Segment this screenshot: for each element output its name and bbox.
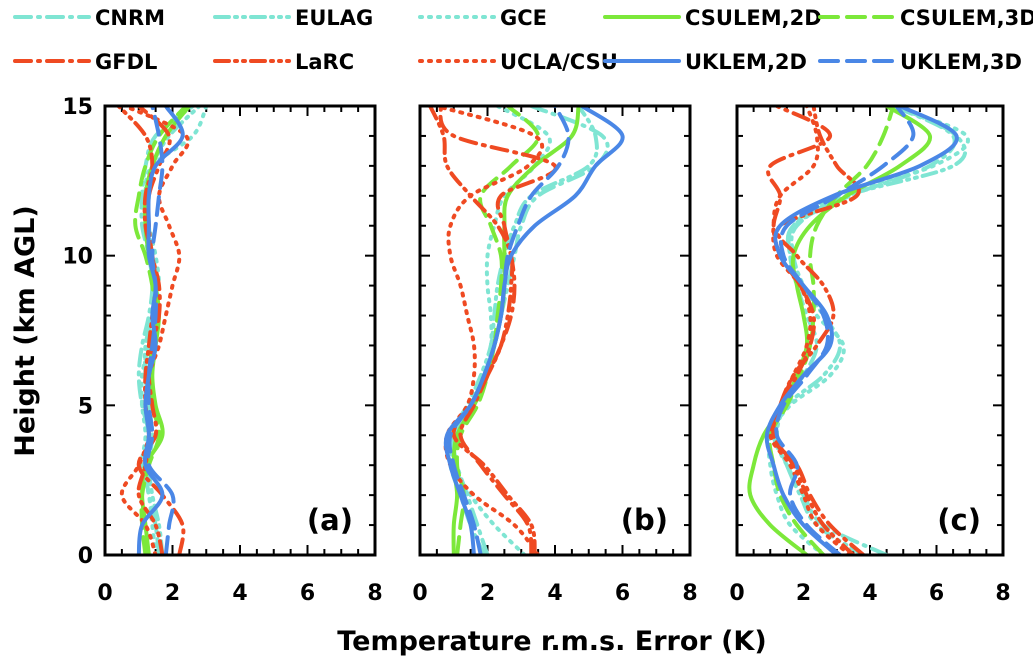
x-tick-label: 0 — [729, 581, 744, 606]
panel-frame — [103, 104, 377, 557]
x-tick-label: 4 — [232, 581, 247, 606]
legend-label-uklem-2d: UKLEM,2D — [685, 50, 807, 74]
series-line-gfdl — [766, 106, 866, 555]
legend-entry-uklem-2d: UKLEM,2D — [603, 50, 807, 74]
series-line-gce — [766, 106, 970, 555]
legend-label-ucla-csu: UCLA/CSU — [500, 50, 618, 74]
legend-label-larc: LaRC — [295, 50, 354, 74]
legend-entry-gfdl: GFDL — [13, 50, 157, 74]
legend: CNRM EULAG GCE CSULEM,2D CSULEM,3D GFDL LaRC UC… — [13, 6, 1033, 74]
series-line-larc — [771, 106, 861, 555]
series-line-uklem-3d — [774, 106, 916, 555]
series-line-uklem-2d — [443, 106, 625, 555]
series-line-larc — [428, 106, 537, 555]
y-tick-label: 10 — [62, 245, 93, 270]
x-tick-label: 8 — [995, 581, 1010, 606]
legend-entry-cnrm: CNRM — [13, 6, 165, 30]
legend-label-uklem-3d: UKLEM,3D — [900, 50, 1022, 74]
panel-label: (a) — [307, 503, 353, 537]
series-line-ucla-csu — [434, 106, 545, 555]
x-tick-label: 4 — [862, 581, 877, 606]
legend-entry-larc: LaRC — [213, 50, 354, 74]
x-tick-label: 2 — [480, 581, 495, 606]
x-tick-label: 6 — [300, 581, 315, 606]
legend-label-csulem-3d: CSULEM,3D — [900, 6, 1033, 30]
y-tick-label: 0 — [78, 544, 93, 569]
series-line-ucla-csu — [119, 106, 190, 555]
x-tick-label: 0 — [412, 581, 427, 606]
legend-label-eulag: EULAG — [295, 6, 373, 30]
y-tick-label: 5 — [78, 394, 93, 419]
legend-entry-csulem-3d: CSULEM,3D — [818, 6, 1033, 30]
series-line-uklem-3d — [145, 106, 176, 555]
y-axis-label: Height (km AGL) — [10, 205, 41, 456]
panel-c: 0 2 4 6 8 (c) — [729, 104, 1011, 606]
x-tick-label: 0 — [97, 581, 112, 606]
x-tick-label: 8 — [367, 581, 382, 606]
legend-entry-csulem-2d: CSULEM,2D — [603, 6, 822, 30]
x-tick-label: 6 — [929, 581, 944, 606]
y-tick-label: 15 — [62, 95, 93, 120]
legend-entry-gce: GCE — [418, 6, 547, 30]
x-tick-label: 4 — [547, 581, 562, 606]
x-tick-label: 8 — [682, 581, 697, 606]
series-line-cnrm — [771, 106, 957, 555]
legend-entry-ucla-csu: UCLA/CSU — [418, 50, 618, 74]
panel-b: 0 2 4 6 8 (b) — [412, 104, 698, 606]
panels: 0 2 4 6 8 0 5 10 15 (a) 0 2 4 6 8 (b) 0 2 4 6 8 (c) — [62, 95, 1010, 606]
x-tick-label: 2 — [796, 581, 811, 606]
legend-entry-uklem-3d: UKLEM,3D — [818, 50, 1022, 74]
legend-label-gce: GCE — [500, 6, 547, 30]
panel-label: (b) — [621, 503, 668, 537]
x-axis-label: Temperature r.m.s. Error (K) — [337, 626, 766, 657]
legend-entry-eulag: EULAG — [213, 6, 373, 30]
panel-frame — [418, 104, 692, 557]
x-tick-label: 6 — [615, 581, 630, 606]
x-tick-label: 2 — [165, 581, 180, 606]
panel-a: 0 2 4 6 8 0 5 10 15 (a) — [62, 95, 382, 606]
series-line-ucla-csu — [768, 106, 852, 555]
legend-label-csulem-2d: CSULEM,2D — [685, 6, 822, 30]
legend-label-cnrm: CNRM — [95, 6, 165, 30]
series-line-uklem-2d — [764, 106, 959, 555]
panel-frame — [735, 104, 1005, 557]
series-line-cnrm — [451, 106, 610, 555]
legend-label-gfdl: GFDL — [95, 50, 157, 74]
panel-label: (c) — [937, 503, 981, 537]
